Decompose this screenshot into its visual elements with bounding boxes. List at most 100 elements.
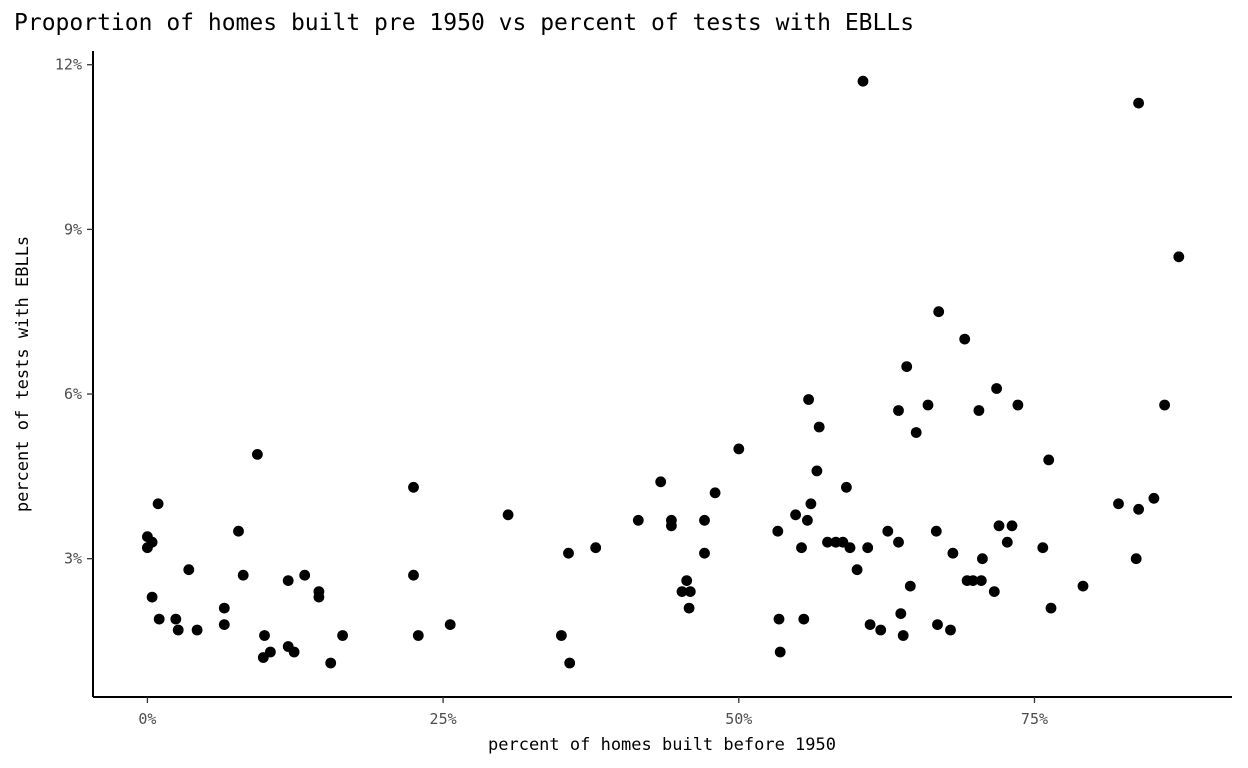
data-point <box>802 514 813 526</box>
data-point <box>813 421 825 433</box>
data-point <box>632 514 644 526</box>
data-point <box>798 613 810 625</box>
data-point <box>683 602 695 614</box>
data-point <box>709 487 721 499</box>
data-point <box>699 514 710 526</box>
data-point <box>1012 399 1024 411</box>
data-point <box>910 427 922 438</box>
data-point <box>299 569 311 581</box>
data-point <box>796 542 807 554</box>
data-point <box>408 569 419 581</box>
data-point <box>325 657 337 669</box>
data-point <box>930 525 942 537</box>
data-point <box>822 536 833 548</box>
data-point <box>218 619 230 630</box>
data-point <box>191 624 203 636</box>
data-point <box>882 525 894 537</box>
data-point <box>699 547 710 559</box>
data-point <box>172 624 184 636</box>
x-tick-label: 50% <box>725 710 752 728</box>
data-point <box>857 75 869 87</box>
data-point <box>655 476 667 488</box>
data-point <box>412 630 424 641</box>
data-point <box>967 575 979 586</box>
data-point <box>1001 536 1013 548</box>
data-point <box>875 624 887 636</box>
data-point <box>146 591 158 603</box>
data-point <box>932 619 943 630</box>
x-axis-label: percent of homes built before 1950 <box>488 735 836 755</box>
data-point <box>977 553 988 565</box>
data-point <box>337 630 348 641</box>
data-point <box>233 525 244 537</box>
data-point <box>959 333 971 345</box>
data-point <box>259 630 270 641</box>
data-point <box>897 630 909 641</box>
data-point <box>733 443 745 455</box>
data-point <box>933 306 945 318</box>
data-point <box>988 586 1000 597</box>
data-point <box>153 613 165 625</box>
data-point <box>1173 251 1185 263</box>
data-point <box>237 569 249 581</box>
data-point <box>790 509 801 521</box>
y-tick-label: 9% <box>64 220 82 238</box>
data-point <box>313 591 325 603</box>
data-point <box>502 509 514 521</box>
data-point <box>993 520 1005 532</box>
y-tick-label: 12% <box>55 56 82 74</box>
data-point <box>904 580 916 592</box>
data-point <box>1133 97 1144 109</box>
y-axis-label: percent of tests with EBLLs <box>13 236 33 512</box>
data-point <box>811 465 823 477</box>
data-point <box>991 383 1002 394</box>
data-point <box>444 619 456 630</box>
data-point <box>773 613 785 625</box>
data-point <box>1045 602 1057 614</box>
data-point <box>841 481 852 493</box>
data-point <box>1006 520 1018 532</box>
data-point <box>1037 542 1049 554</box>
data-point <box>170 613 182 625</box>
data-point <box>844 542 856 554</box>
data-point <box>183 564 195 576</box>
data-point <box>563 547 574 559</box>
data-point <box>684 586 696 597</box>
data-point <box>288 646 300 658</box>
data-point <box>556 630 567 641</box>
data-point <box>590 542 602 554</box>
data-point <box>152 498 164 510</box>
data-point <box>922 399 934 411</box>
data-point <box>772 525 784 537</box>
data-point <box>265 646 276 658</box>
data-point <box>1077 580 1089 592</box>
data-point <box>1133 503 1144 515</box>
data-point <box>1148 492 1160 504</box>
data-point <box>975 575 987 586</box>
data-point <box>282 575 294 586</box>
x-tick-label: 0% <box>138 710 156 728</box>
y-axis-ticks: 3% 6% 9% 12% <box>55 56 93 568</box>
data-point <box>893 405 904 416</box>
data-point <box>1113 498 1124 510</box>
data-point <box>862 542 874 554</box>
x-axis-ticks: 0% 25% 50% 75% <box>138 697 1048 728</box>
data-point <box>901 361 913 372</box>
data-point <box>676 586 688 597</box>
data-point <box>973 405 985 416</box>
x-tick-label: 75% <box>1021 710 1048 728</box>
data-point <box>805 498 817 510</box>
data-point <box>864 619 876 630</box>
data-point <box>1159 399 1170 411</box>
y-tick-label: 3% <box>64 550 82 568</box>
data-point <box>851 564 863 576</box>
data-point <box>1043 454 1055 466</box>
data-point <box>774 646 786 658</box>
data-point <box>1130 553 1142 565</box>
data-point <box>947 547 959 559</box>
plot-area <box>142 75 1185 669</box>
chart-title: Proportion of homes built pre 1950 vs pe… <box>14 10 914 36</box>
data-point <box>146 536 158 548</box>
data-point <box>666 520 677 532</box>
